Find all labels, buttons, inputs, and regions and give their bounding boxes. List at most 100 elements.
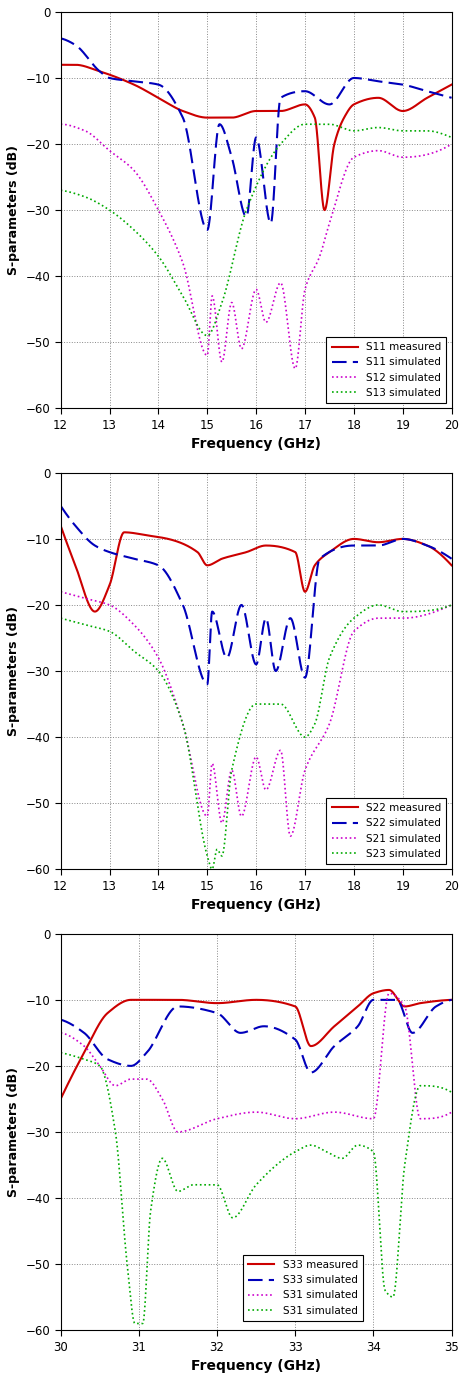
S33 simulated: [58, 1012, 63, 1028]
S31 simulated: [449, 1085, 454, 1101]
Legend: S22 measured, S22 simulated, S21 simulated, S23 simulated: S22 measured, S22 simulated, S21 simulat…: [326, 798, 446, 864]
S12 simulated: [238, 339, 243, 356]
S11 measured: [238, 108, 243, 124]
S11 simulated: [58, 30, 63, 47]
Y-axis label: S-parameters (dB): S-parameters (dB): [7, 606, 20, 736]
Y-axis label: S-parameters (dB): S-parameters (dB): [7, 145, 20, 275]
S23 simulated: [209, 861, 215, 878]
Line: S31 simulated: S31 simulated: [61, 1053, 452, 1323]
X-axis label: Frequency (GHz): Frequency (GHz): [191, 898, 321, 912]
S31 simulated: [438, 1079, 443, 1096]
S31 simulated: [386, 985, 392, 1002]
S22 simulated: [205, 676, 210, 693]
S13 simulated: [78, 188, 83, 204]
S21 simulated: [438, 602, 443, 618]
S11 measured: [322, 201, 327, 218]
Y-axis label: S-parameters (dB): S-parameters (dB): [7, 1067, 20, 1196]
S31 simulated: [248, 1184, 254, 1201]
S33 simulated: [78, 1023, 83, 1039]
Line: S12 simulated: S12 simulated: [61, 124, 452, 368]
S11 measured: [438, 83, 443, 99]
S33 measured: [58, 1090, 63, 1107]
S12 simulated: [366, 144, 371, 160]
S11 simulated: [438, 87, 443, 104]
S11 measured: [248, 104, 254, 120]
Line: S11 measured: S11 measured: [61, 65, 452, 210]
Line: S21 simulated: S21 simulated: [61, 592, 452, 836]
S33 simulated: [308, 1064, 314, 1081]
S12 simulated: [58, 116, 63, 132]
S33 simulated: [248, 1023, 254, 1039]
S21 simulated: [58, 584, 63, 600]
S11 simulated: [449, 90, 454, 106]
Line: S11 simulated: S11 simulated: [61, 39, 452, 230]
S21 simulated: [449, 596, 454, 613]
S23 simulated: [78, 615, 83, 632]
S21 simulated: [288, 828, 293, 845]
S12 simulated: [78, 121, 83, 138]
S22 simulated: [78, 523, 83, 540]
S13 simulated: [438, 126, 443, 142]
S13 simulated: [205, 327, 210, 344]
S31 simulated: [175, 1123, 181, 1140]
S31 simulated: [58, 1045, 63, 1061]
S11 measured: [438, 83, 443, 99]
S13 simulated: [238, 221, 243, 237]
S22 measured: [449, 558, 454, 574]
S33 simulated: [238, 1024, 243, 1041]
S22 measured: [366, 533, 371, 549]
Line: S13 simulated: S13 simulated: [61, 124, 452, 335]
X-axis label: Frequency (GHz): Frequency (GHz): [191, 1359, 321, 1373]
S31 simulated: [78, 1035, 83, 1052]
S22 measured: [238, 545, 243, 562]
S13 simulated: [366, 120, 372, 137]
S33 simulated: [366, 996, 371, 1013]
S33 measured: [438, 992, 443, 1009]
S33 simulated: [438, 995, 444, 1012]
S21 simulated: [248, 767, 254, 784]
S33 measured: [366, 988, 371, 1005]
S12 simulated: [292, 360, 298, 377]
Legend: S33 measured, S33 simulated, S31 simulated, S31 simulated: S33 measured, S33 simulated, S31 simulat…: [243, 1254, 363, 1321]
S11 simulated: [248, 172, 254, 189]
S31 simulated: [366, 1140, 371, 1156]
Line: S22 simulated: S22 simulated: [61, 506, 452, 684]
S33 measured: [449, 992, 454, 1009]
S22 simulated: [438, 544, 443, 560]
S23 simulated: [58, 610, 63, 627]
S31 simulated: [438, 1079, 443, 1096]
S31 simulated: [438, 1108, 444, 1125]
S23 simulated: [438, 600, 443, 617]
S13 simulated: [302, 116, 308, 132]
S11 measured: [78, 57, 83, 73]
S21 simulated: [238, 806, 243, 822]
S22 measured: [58, 518, 63, 534]
S22 measured: [438, 546, 443, 563]
S31 simulated: [78, 1050, 83, 1067]
S31 simulated: [438, 1108, 443, 1125]
S11 measured: [366, 91, 371, 108]
Line: S33 simulated: S33 simulated: [61, 1000, 452, 1072]
S22 simulated: [248, 639, 254, 656]
S11 simulated: [238, 192, 243, 208]
X-axis label: Frequency (GHz): Frequency (GHz): [191, 437, 321, 451]
S31 simulated: [366, 1110, 371, 1126]
S31 simulated: [238, 1105, 243, 1122]
S13 simulated: [58, 182, 63, 199]
S12 simulated: [449, 135, 454, 152]
S33 measured: [238, 992, 243, 1009]
S12 simulated: [248, 299, 254, 316]
Line: S22 measured: S22 measured: [61, 526, 452, 611]
S22 measured: [248, 542, 254, 559]
S33 measured: [438, 992, 443, 1009]
S22 measured: [438, 546, 443, 563]
Line: S23 simulated: S23 simulated: [61, 604, 452, 869]
S23 simulated: [438, 600, 443, 617]
S22 simulated: [449, 551, 454, 567]
S11 simulated: [438, 87, 443, 104]
Legend: S11 measured, S11 simulated, S12 simulated, S13 simulated: S11 measured, S11 simulated, S12 simulat…: [326, 337, 446, 403]
S11 measured: [58, 57, 63, 73]
S11 simulated: [205, 222, 210, 239]
Line: S33 measured: S33 measured: [61, 989, 452, 1098]
S21 simulated: [78, 589, 83, 606]
